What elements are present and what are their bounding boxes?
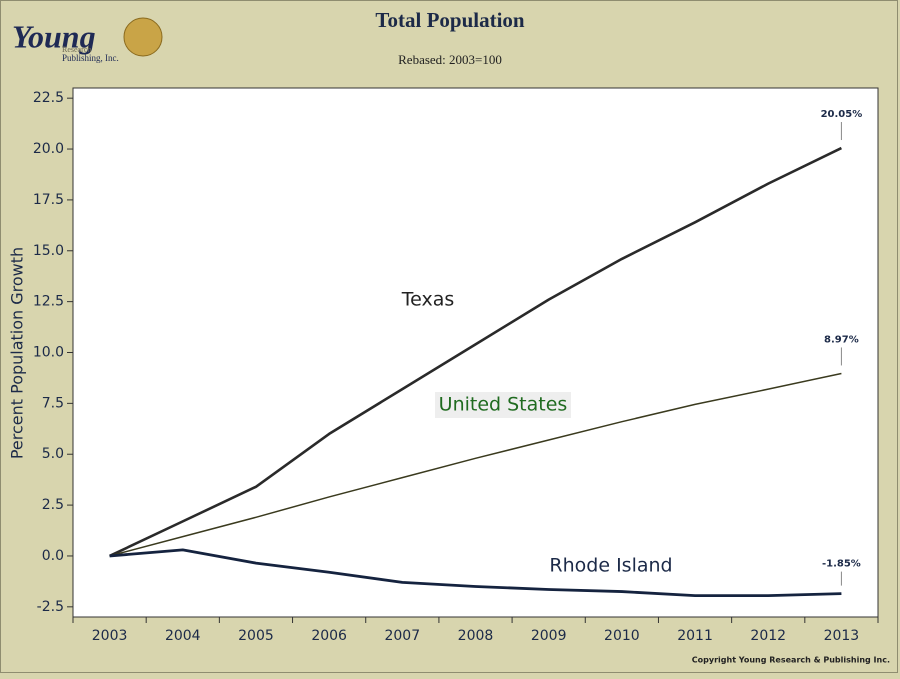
x-tick-label: 2004 [165, 628, 201, 644]
series-line [109, 548, 842, 598]
x-tick-label: 2006 [311, 628, 347, 644]
y-tick-label: 20.0 [33, 141, 64, 157]
x-tick-label: 2008 [458, 628, 494, 644]
y-tick-label: 5.0 [42, 446, 64, 462]
series-label: United States [439, 394, 568, 416]
value-label: -1.85% [822, 559, 861, 570]
x-tick-label: 2007 [384, 628, 420, 644]
chart-title: Total Population [375, 8, 525, 32]
series-line [109, 372, 842, 557]
chart-subtitle: Rebased: 2003=100 [398, 52, 502, 67]
x-tick-label: 2009 [531, 628, 567, 644]
logo-line1: Research [62, 45, 91, 54]
value-label: 8.97% [824, 334, 859, 345]
x-tick-label: 2010 [604, 628, 640, 644]
x-tick-label: 2003 [92, 628, 128, 644]
series-line [109, 146, 842, 558]
copyright: Copyright Young Research & Publishing In… [692, 656, 890, 665]
y-tick-label: 10.0 [33, 345, 64, 361]
series-label: Texas [401, 289, 455, 311]
logo-globe [123, 17, 163, 57]
value-label: 20.05% [821, 109, 863, 120]
series-label-bg [435, 392, 571, 418]
x-tick-label: 2011 [677, 628, 713, 644]
x-tick-label: 2012 [750, 628, 786, 644]
y-tick-label: -2.5 [37, 599, 64, 615]
y-tick-label: 22.5 [33, 90, 64, 106]
y-tick-label: 0.0 [42, 548, 64, 564]
series-label: Rhode Island [549, 555, 672, 577]
logo-line2: Publishing, Inc. [62, 53, 119, 63]
y-tick-label: 7.5 [42, 395, 64, 411]
y-tick-label: 17.5 [33, 192, 64, 208]
x-tick-label: 2005 [238, 628, 274, 644]
x-tick-label: 2013 [824, 628, 860, 644]
y-tick-label: 2.5 [42, 497, 64, 513]
y-tick-label: 15.0 [33, 243, 64, 259]
y-tick-label: 12.5 [33, 294, 64, 310]
logo-name: Young [12, 18, 96, 54]
plot-area [72, 87, 879, 618]
y-axis-label: Percent Population Growth [8, 247, 27, 459]
